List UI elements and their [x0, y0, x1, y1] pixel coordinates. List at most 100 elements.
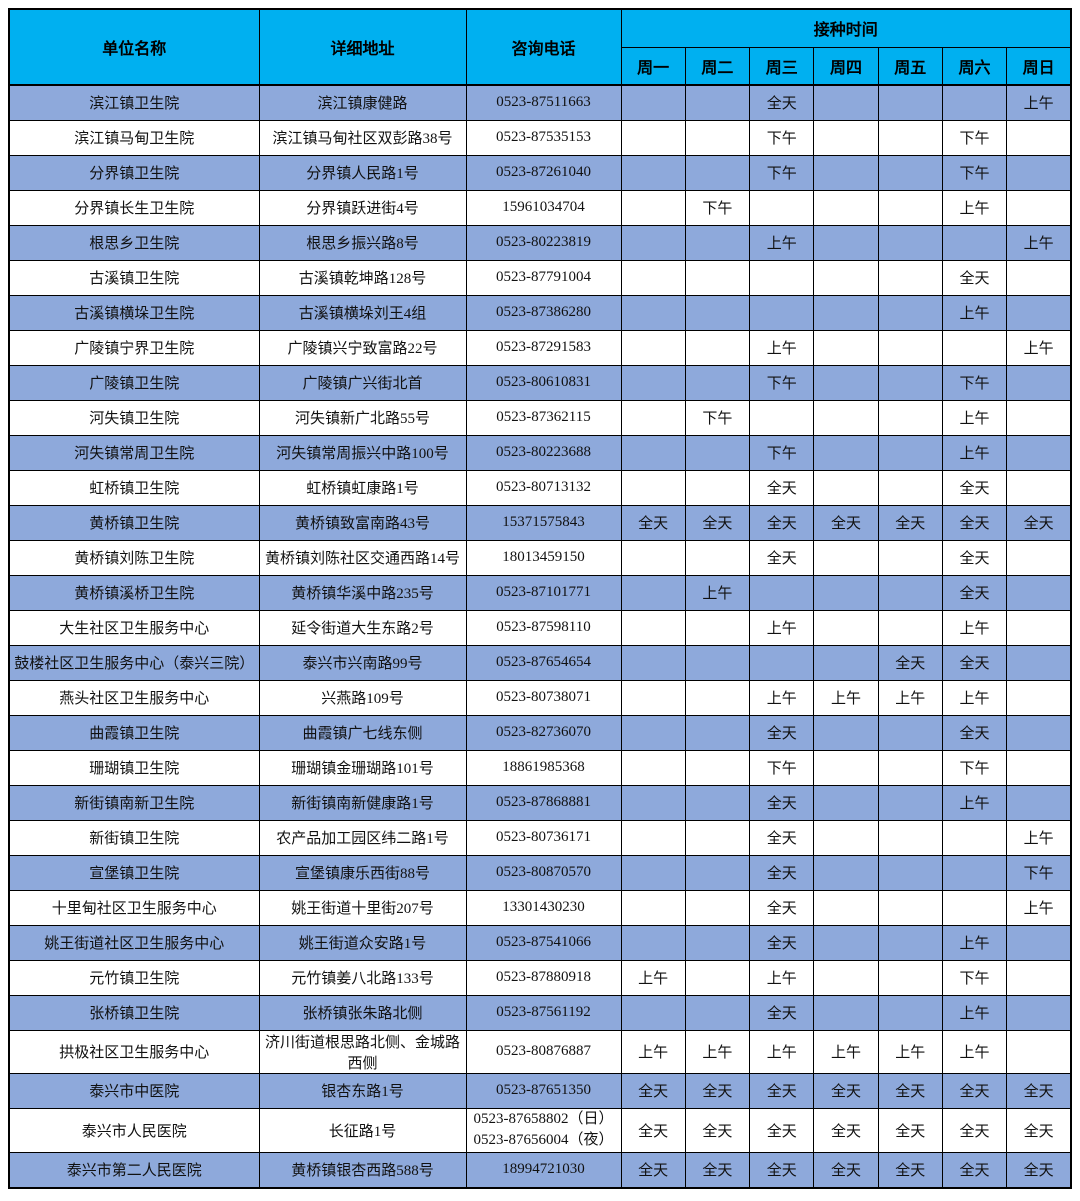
schedule-cell: 全天 [749, 784, 815, 821]
unit-cell: 黄桥镇溪桥卫生院 [8, 574, 260, 611]
schedule-cell: 全天 [1006, 1072, 1072, 1109]
schedule-cell: 全天 [941, 504, 1008, 541]
schedule-cell [684, 854, 751, 891]
schedule-cell [877, 574, 943, 611]
table-row: 黄桥镇卫生院 黄桥镇致富南路43号 15371575843 全天 全天 全天 全天 全天 全天全… [8, 504, 1072, 541]
schedule-cell [813, 154, 879, 191]
table-row: 燕头社区卫生服务中心 兴燕路109号 0523-80738071 上午 上午 上午 上午 [8, 679, 1072, 716]
table-row: 鼓楼社区卫生服务中心（泰兴三院） 泰兴市兴南路99号 0523-87654654 全天… [8, 644, 1072, 681]
schedule-cell: 全天 [813, 504, 879, 541]
address-cell: 农产品加工园区纬二路1号 [258, 819, 467, 856]
schedule-cell [1006, 259, 1072, 296]
schedule-cell [877, 259, 943, 296]
schedule-cell [813, 714, 879, 751]
schedule-cell [749, 294, 815, 331]
schedule-cell: 上午 [1006, 889, 1072, 926]
address-cell: 兴燕路109号 [258, 679, 467, 716]
phone-cell: 0523-87101771 [465, 574, 622, 611]
schedule-cell: 全天 [941, 644, 1008, 681]
schedule-cell: 全天 [749, 924, 815, 961]
schedule-cell [877, 959, 943, 996]
schedule-cell: 上午 [1006, 819, 1072, 856]
phone-cell: 0523-80223819 [465, 224, 622, 261]
schedule-cell: 下午 [941, 154, 1008, 191]
table-row: 十里甸社区卫生服务中心 姚王街道十里街207号 13301430230 全天 上午 [8, 889, 1072, 926]
phone-cell: 0523-80876887 [465, 1029, 622, 1074]
unit-cell: 十里甸社区卫生服务中心 [8, 889, 260, 926]
table-row: 新街镇卫生院 农产品加工园区纬二路1号 0523-80736171 全天 上午 [8, 819, 1072, 856]
table-row: 拱极社区卫生服务中心 济川街道根思路北侧、金城路西侧 0523-80876887 上午… [8, 1029, 1072, 1074]
col-header-day: 周日 [1006, 46, 1072, 86]
schedule-cell: 上午 [749, 1029, 815, 1074]
schedule-cell: 上午 [877, 679, 943, 716]
schedule-cell [620, 994, 686, 1031]
schedule-cell [620, 714, 686, 751]
schedule-cell [877, 889, 943, 926]
schedule-cell [620, 84, 686, 121]
schedule-cell [813, 784, 879, 821]
schedule-cell: 全天 [620, 1072, 686, 1109]
phone-cell: 15371575843 [465, 504, 622, 541]
schedule-cell [620, 119, 686, 156]
table-row: 泰兴市第二人民医院 黄桥镇银杏西路588号 18994721030 全天 全天 全天 全天全… [8, 1152, 1072, 1188]
schedule-cell [813, 434, 879, 471]
unit-cell: 鼓楼社区卫生服务中心（泰兴三院） [8, 644, 260, 681]
schedule-cell: 全天 [749, 714, 815, 751]
schedule-cell [620, 259, 686, 296]
schedule-cell: 全天 [749, 889, 815, 926]
address-cell: 分界镇跃进街4号 [258, 189, 467, 226]
schedule-cell [620, 854, 686, 891]
schedule-cell [684, 644, 751, 681]
phone-cell: 0523-80610831 [465, 364, 622, 401]
unit-cell: 泰兴市人民医院 [8, 1107, 260, 1153]
unit-cell: 广陵镇卫生院 [8, 364, 260, 401]
schedule-cell: 下午 [941, 364, 1008, 401]
schedule-cell: 全天 [749, 539, 815, 576]
schedule-cell: 上午 [941, 294, 1008, 331]
schedule-cell [620, 644, 686, 681]
schedule-cell [877, 189, 943, 226]
schedule-cell [1006, 609, 1072, 646]
table-row: 分界镇长生卫生院 分界镇跃进街4号 15961034704 下午 上午 [8, 189, 1072, 226]
schedule-cell [1006, 994, 1072, 1031]
schedule-cell: 上午 [941, 1029, 1008, 1074]
schedule-cell: 全天 [877, 1107, 943, 1153]
schedule-cell: 全天 [941, 574, 1008, 611]
schedule-cell [813, 959, 879, 996]
schedule-cell [1006, 749, 1072, 786]
unit-cell: 黄桥镇卫生院 [8, 504, 260, 541]
schedule-cell: 上午 [749, 609, 815, 646]
schedule-cell: 全天 [749, 994, 815, 1031]
schedule-cell [1006, 1029, 1072, 1074]
col-header-day: 周四 [813, 46, 879, 86]
schedule-cell [877, 784, 943, 821]
schedule-cell: 上午 [1006, 224, 1072, 261]
table-row: 广陵镇卫生院 广陵镇广兴街北首 0523-80610831 下午 下午 [8, 364, 1072, 401]
address-cell: 根思乡振兴路8号 [258, 224, 467, 261]
address-cell: 虹桥镇虹康路1号 [258, 469, 467, 506]
schedule-cell [620, 224, 686, 261]
schedule-cell [620, 679, 686, 716]
schedule-cell: 全天 [749, 469, 815, 506]
schedule-cell: 全天 [877, 504, 943, 541]
schedule-cell [877, 819, 943, 856]
unit-cell: 元竹镇卫生院 [8, 959, 260, 996]
schedule-cell [620, 364, 686, 401]
schedule-cell [813, 294, 879, 331]
phone-cell: 0523-87386280 [465, 294, 622, 331]
schedule-cell [684, 749, 751, 786]
unit-cell: 珊瑚镇卫生院 [8, 749, 260, 786]
phone-cell: 15961034704 [465, 189, 622, 226]
schedule-cell [941, 854, 1008, 891]
schedule-cell: 下午 [1006, 854, 1072, 891]
schedule-cell [620, 434, 686, 471]
schedule-cell [877, 749, 943, 786]
schedule-cell [684, 714, 751, 751]
schedule-cell [1006, 154, 1072, 191]
col-header-day: 周六 [941, 46, 1008, 86]
phone-cell: 0523-87880918 [465, 959, 622, 996]
schedule-cell [620, 784, 686, 821]
schedule-cell: 上午 [941, 609, 1008, 646]
schedule-cell [813, 224, 879, 261]
schedule-cell [813, 609, 879, 646]
